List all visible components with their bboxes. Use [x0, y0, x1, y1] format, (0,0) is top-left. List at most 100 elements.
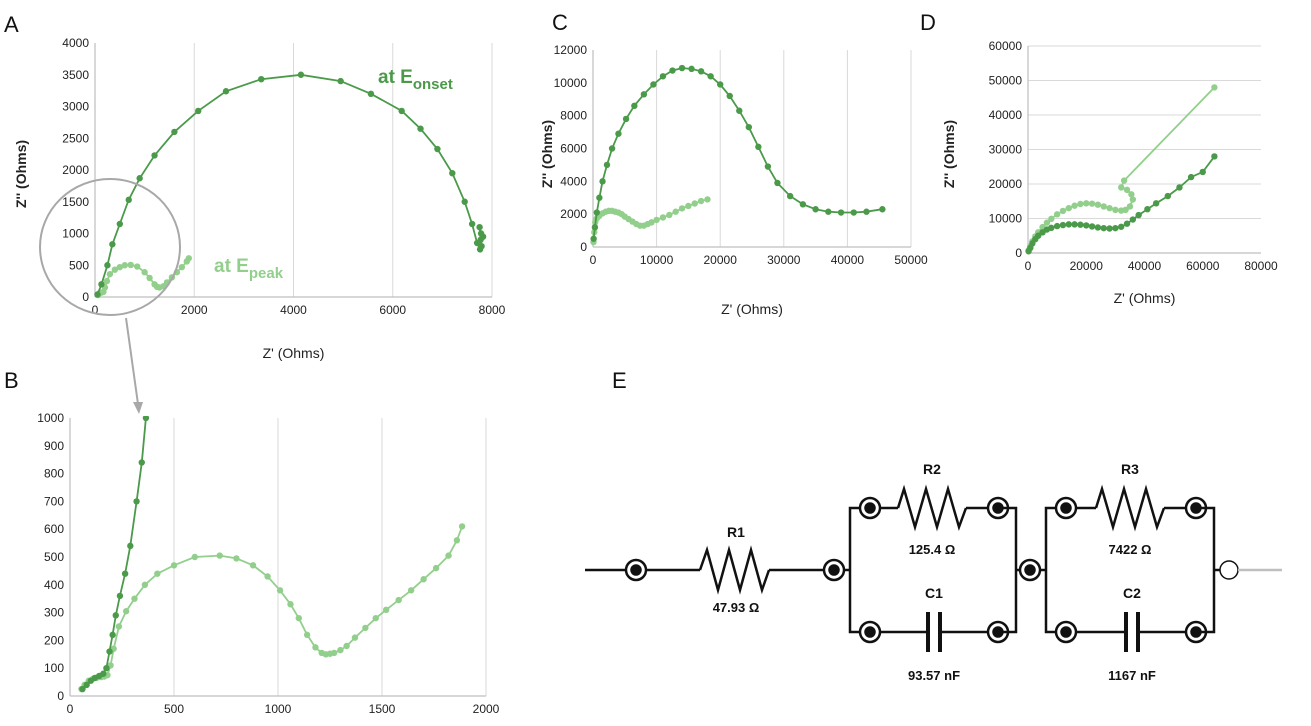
data-point-peak — [343, 642, 350, 650]
y-tick-label: 60000 — [989, 39, 1023, 53]
y-tick-label: 50000 — [989, 74, 1023, 88]
data-point-onset — [136, 175, 143, 182]
data-point-onset — [468, 220, 476, 228]
data-point-peak — [458, 523, 466, 530]
data-point-onset — [726, 92, 733, 100]
y-tick-label: 0 — [1015, 246, 1022, 260]
y-tick-label: 2500 — [62, 131, 89, 145]
x-tick-label: 6000 — [379, 303, 406, 317]
data-point-onset — [615, 130, 622, 137]
y-tick-label: 200 — [44, 633, 64, 647]
data-point-peak — [351, 634, 359, 641]
data-point-peak — [115, 623, 123, 630]
data-point-peak — [141, 269, 148, 276]
y-tick-label: 100 — [44, 661, 64, 675]
data-point-peak — [653, 216, 660, 224]
x-tick-label: 0 — [67, 702, 74, 716]
data-point-onset — [879, 206, 886, 213]
y-tick-label: 1000 — [62, 227, 89, 241]
annotation-onset-subscript: onset — [413, 76, 453, 93]
x-tick-label: 30000 — [767, 253, 801, 267]
data-point-peak — [1083, 200, 1090, 207]
data-point-onset — [195, 107, 202, 115]
chart-d: 0 20000 40000 60000 80000 0 10000 20000 30000 400… — [941, 39, 1278, 306]
data-point-peak — [276, 587, 284, 594]
data-point-onset — [127, 542, 134, 550]
y-tick-label: 4000 — [62, 36, 89, 50]
r3-label: R3 — [1121, 461, 1139, 477]
plot-area — [1025, 84, 1218, 255]
node-r2-left — [858, 496, 882, 520]
data-point-onset — [1048, 224, 1055, 232]
data-point-onset — [599, 178, 606, 185]
data-point-onset — [476, 223, 483, 231]
data-point-peak — [420, 576, 427, 583]
data-point-onset — [1135, 211, 1142, 219]
y-tick-label: 600 — [44, 522, 64, 536]
node-2 — [822, 558, 846, 582]
annotation-peak-text: at E — [214, 256, 249, 277]
data-point-onset — [1176, 184, 1183, 191]
data-point-onset — [707, 73, 714, 80]
data-point-onset — [1053, 222, 1061, 230]
data-point-peak — [1126, 203, 1134, 210]
y-tick-label: 400 — [44, 578, 64, 592]
x-tick-label: 80000 — [1244, 259, 1278, 273]
data-point-peak — [1211, 84, 1218, 91]
data-point-onset — [1077, 221, 1084, 228]
data-point-onset — [590, 235, 597, 242]
data-point-peak — [1094, 201, 1102, 208]
data-point-onset — [745, 123, 753, 131]
c1-label: C1 — [925, 585, 943, 601]
data-point-onset — [417, 125, 424, 132]
data-point-peak — [1129, 196, 1137, 203]
data-point-onset — [222, 88, 230, 95]
data-point-peak — [1071, 202, 1078, 209]
data-point-peak — [697, 197, 705, 205]
y-axis-label: Z'' (Ohms) — [13, 140, 29, 208]
data-point-onset — [659, 73, 667, 80]
data-point-onset — [109, 241, 116, 248]
data-point-peak — [1100, 203, 1107, 210]
data-point-onset — [596, 194, 603, 201]
block1-left-rail — [848, 506, 870, 634]
data-point-peak — [295, 614, 302, 622]
data-point-onset — [650, 81, 657, 88]
data-point-peak — [432, 564, 440, 572]
data-point-peak — [146, 274, 153, 282]
data-point-onset — [825, 208, 832, 215]
y-axis-label: Z'' (Ohms) — [941, 120, 957, 188]
y-tick-label: 3500 — [62, 68, 89, 82]
data-point-peak — [170, 562, 178, 569]
panel-label-e: E — [612, 368, 627, 393]
data-point-peak — [191, 553, 198, 561]
data-point-onset — [1106, 225, 1113, 232]
data-point-peak — [1053, 211, 1061, 218]
y-tick-label: 700 — [44, 494, 64, 508]
data-point-peak — [666, 211, 673, 219]
data-point-peak — [1120, 177, 1128, 184]
data-point-onset — [774, 179, 781, 187]
data-point-onset — [622, 115, 630, 123]
data-point-onset — [631, 102, 638, 110]
annotation-onset-text: at E — [378, 67, 413, 88]
x-tick-label: 0 — [590, 253, 597, 267]
terminal-node-1 — [624, 558, 648, 582]
y-tick-label: 3000 — [62, 100, 89, 114]
x-tick-label: 2000 — [473, 702, 500, 716]
data-point-onset — [100, 670, 107, 677]
data-point-peak — [116, 263, 124, 271]
data-point-onset — [1199, 168, 1206, 176]
y-tick-label: 1000 — [37, 411, 64, 425]
data-point-peak — [1059, 207, 1067, 215]
data-point-peak — [154, 570, 161, 577]
y-axis-label: Z'' (Ohms) — [539, 120, 555, 188]
data-point-peak — [303, 631, 311, 639]
y-tick-label: 500 — [69, 258, 89, 272]
x-tick-label: 0 — [92, 303, 99, 317]
y-tick-label: 12000 — [554, 43, 588, 57]
data-point-onset — [591, 224, 599, 231]
data-point-onset — [103, 665, 110, 672]
x-tick-label: 60000 — [1186, 259, 1220, 273]
annotation-peak: at Epeak — [214, 256, 284, 282]
